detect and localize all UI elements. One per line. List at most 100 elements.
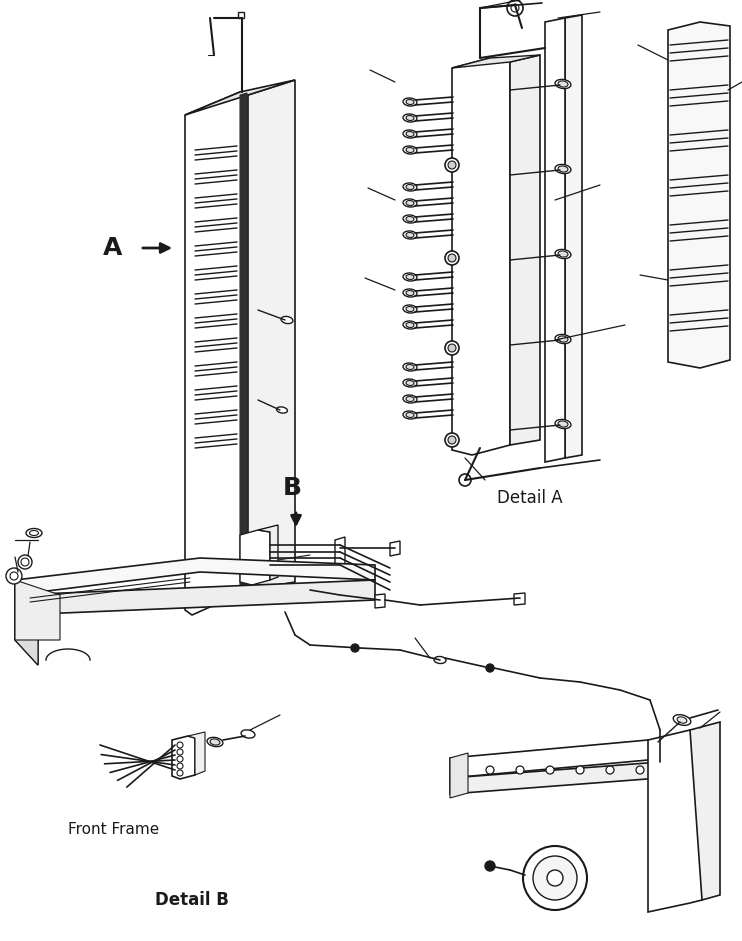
Circle shape bbox=[486, 766, 494, 774]
Ellipse shape bbox=[26, 529, 42, 537]
Polygon shape bbox=[565, 15, 582, 458]
Polygon shape bbox=[375, 594, 385, 608]
Polygon shape bbox=[15, 580, 60, 640]
Circle shape bbox=[511, 4, 519, 12]
Ellipse shape bbox=[406, 364, 414, 370]
Circle shape bbox=[546, 766, 554, 774]
Ellipse shape bbox=[406, 100, 414, 104]
Ellipse shape bbox=[406, 396, 414, 402]
Ellipse shape bbox=[406, 116, 414, 120]
Ellipse shape bbox=[403, 215, 417, 223]
Circle shape bbox=[486, 664, 494, 672]
Text: Front Frame: Front Frame bbox=[68, 822, 160, 837]
Polygon shape bbox=[15, 558, 375, 595]
Circle shape bbox=[177, 770, 183, 776]
Polygon shape bbox=[185, 80, 295, 115]
Polygon shape bbox=[514, 593, 525, 605]
Text: Detail B: Detail B bbox=[155, 891, 229, 909]
Ellipse shape bbox=[558, 251, 568, 257]
Ellipse shape bbox=[403, 183, 417, 191]
Polygon shape bbox=[15, 615, 38, 665]
Ellipse shape bbox=[406, 184, 414, 189]
Ellipse shape bbox=[403, 273, 417, 281]
Circle shape bbox=[445, 251, 459, 265]
Ellipse shape bbox=[241, 730, 255, 738]
Ellipse shape bbox=[281, 316, 293, 324]
Polygon shape bbox=[390, 541, 400, 556]
Polygon shape bbox=[15, 580, 375, 615]
Circle shape bbox=[448, 254, 456, 262]
Ellipse shape bbox=[406, 275, 414, 279]
Ellipse shape bbox=[555, 249, 571, 259]
Circle shape bbox=[6, 568, 22, 584]
Circle shape bbox=[547, 870, 563, 886]
Ellipse shape bbox=[207, 738, 223, 746]
Ellipse shape bbox=[558, 336, 568, 342]
Polygon shape bbox=[450, 762, 660, 794]
Circle shape bbox=[576, 766, 584, 774]
Polygon shape bbox=[172, 736, 195, 779]
Ellipse shape bbox=[403, 146, 417, 154]
Ellipse shape bbox=[555, 420, 571, 428]
Text: Detail A: Detail A bbox=[497, 489, 563, 507]
Ellipse shape bbox=[406, 291, 414, 295]
Circle shape bbox=[448, 344, 456, 352]
Circle shape bbox=[448, 161, 456, 169]
Ellipse shape bbox=[403, 199, 417, 207]
Ellipse shape bbox=[558, 421, 568, 427]
Polygon shape bbox=[450, 753, 468, 798]
Polygon shape bbox=[545, 18, 565, 462]
Circle shape bbox=[459, 474, 471, 486]
Ellipse shape bbox=[403, 379, 417, 387]
Circle shape bbox=[177, 742, 183, 748]
Ellipse shape bbox=[406, 216, 414, 221]
Polygon shape bbox=[15, 580, 38, 665]
Ellipse shape bbox=[403, 114, 417, 122]
Ellipse shape bbox=[406, 380, 414, 386]
Ellipse shape bbox=[406, 232, 414, 237]
Ellipse shape bbox=[403, 289, 417, 297]
Circle shape bbox=[636, 766, 644, 774]
Polygon shape bbox=[240, 93, 247, 591]
Polygon shape bbox=[240, 530, 270, 585]
Circle shape bbox=[18, 555, 32, 569]
Circle shape bbox=[523, 846, 587, 910]
Ellipse shape bbox=[403, 130, 417, 138]
Polygon shape bbox=[185, 92, 248, 615]
Circle shape bbox=[177, 749, 183, 755]
Polygon shape bbox=[238, 12, 244, 18]
Ellipse shape bbox=[403, 321, 417, 329]
Ellipse shape bbox=[403, 305, 417, 313]
Ellipse shape bbox=[558, 81, 568, 88]
Polygon shape bbox=[510, 55, 540, 445]
Ellipse shape bbox=[30, 531, 39, 535]
Circle shape bbox=[351, 644, 359, 652]
Polygon shape bbox=[452, 58, 510, 455]
Circle shape bbox=[177, 756, 183, 762]
Polygon shape bbox=[668, 22, 730, 368]
Circle shape bbox=[533, 856, 577, 900]
Text: A: A bbox=[103, 236, 122, 260]
Ellipse shape bbox=[673, 714, 691, 726]
Text: B: B bbox=[283, 476, 302, 500]
Circle shape bbox=[10, 572, 18, 580]
Circle shape bbox=[177, 763, 183, 769]
Ellipse shape bbox=[677, 717, 687, 724]
Polygon shape bbox=[248, 80, 295, 590]
Circle shape bbox=[445, 341, 459, 355]
Ellipse shape bbox=[403, 231, 417, 239]
Polygon shape bbox=[648, 730, 702, 912]
Polygon shape bbox=[335, 537, 345, 572]
Circle shape bbox=[485, 861, 495, 871]
Circle shape bbox=[445, 433, 459, 447]
Ellipse shape bbox=[555, 334, 571, 343]
Circle shape bbox=[516, 766, 524, 774]
Polygon shape bbox=[188, 732, 205, 775]
Ellipse shape bbox=[406, 132, 414, 136]
Ellipse shape bbox=[406, 148, 414, 152]
Ellipse shape bbox=[403, 411, 417, 419]
Ellipse shape bbox=[210, 739, 220, 745]
Ellipse shape bbox=[406, 323, 414, 327]
Ellipse shape bbox=[558, 166, 568, 172]
Circle shape bbox=[21, 558, 29, 566]
